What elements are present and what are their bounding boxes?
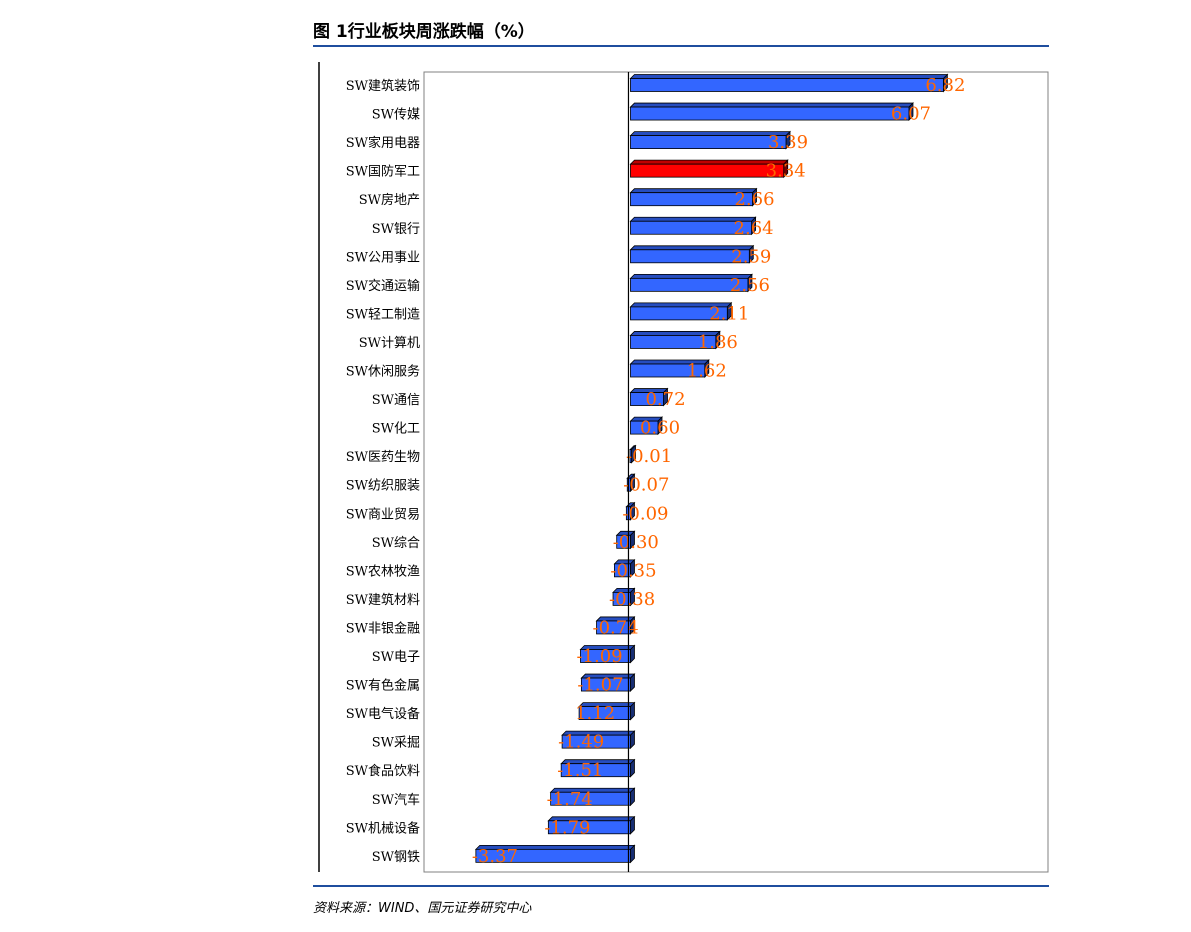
category-label: SW传媒	[372, 108, 420, 123]
bar	[630, 135, 787, 150]
category-label: SW轻工制造	[346, 307, 420, 322]
category-label: SW农林牧渔	[346, 564, 420, 579]
value-label: 6.07	[891, 104, 931, 125]
value-label: 3.34	[766, 161, 806, 182]
bar	[630, 220, 752, 235]
value-label: -0.38	[609, 589, 655, 610]
category-label: SW采掘	[372, 736, 420, 751]
category-label: SW有色金属	[346, 678, 420, 694]
value-label: 2.59	[731, 246, 771, 267]
bar	[596, 620, 631, 635]
category-label: SW商业贸易	[346, 507, 420, 522]
category-label: SW纺织服装	[346, 479, 420, 494]
bar	[630, 306, 728, 321]
category-label: SW电气设备	[346, 706, 420, 722]
category-label: SW银行	[372, 222, 420, 237]
value-label: -0.07	[623, 475, 669, 496]
value-label: 2.66	[734, 189, 774, 210]
top-rule	[313, 45, 1049, 47]
bar	[630, 249, 750, 264]
value-label: -1.74	[547, 789, 593, 810]
category-label: SW机械设备	[346, 820, 420, 836]
bar	[580, 677, 631, 692]
bar-top	[629, 159, 789, 165]
value-label: 2.11	[709, 303, 749, 324]
value-label: 1.86	[698, 332, 738, 353]
bar	[630, 363, 706, 378]
bar-top	[629, 102, 914, 108]
bar	[629, 449, 632, 464]
category-label: SW汽车	[372, 792, 420, 808]
bar	[630, 163, 785, 178]
category-label: SW建筑装饰	[346, 78, 420, 94]
value-label: -0.01	[626, 446, 672, 467]
category-label: SW钢铁	[372, 850, 420, 865]
category-label: SW综合	[372, 536, 420, 551]
plot-frame	[423, 71, 1049, 873]
value-label: -1.79	[544, 817, 590, 838]
value-label: 3.39	[768, 132, 808, 153]
value-label: 1.12	[575, 703, 615, 724]
bar	[561, 734, 631, 749]
value-label: -0.09	[622, 503, 668, 524]
bar	[612, 592, 631, 606]
bar	[630, 106, 910, 121]
bar	[578, 706, 631, 720]
category-label: SW医药生物	[346, 450, 420, 465]
bar	[475, 848, 631, 863]
bar-top	[629, 74, 949, 79]
category-label: SW电子	[372, 650, 420, 665]
bar	[630, 277, 749, 292]
category-label: SW化工	[372, 422, 420, 437]
value-label: 0.72	[645, 389, 685, 410]
value-label: -0.30	[613, 532, 659, 553]
value-label: 2.64	[734, 218, 774, 239]
value-label: -1.07	[577, 675, 623, 696]
bar	[630, 335, 717, 349]
category-label: SW食品饮料	[346, 763, 420, 779]
bar	[547, 820, 631, 835]
category-label: SW房地产	[359, 192, 420, 208]
bar	[630, 192, 753, 207]
category-label: SW非银金融	[346, 620, 420, 636]
category-label: SW休闲服务	[346, 364, 420, 380]
category-label: SW通信	[372, 393, 420, 408]
category-label: SW家用电器	[346, 135, 420, 151]
value-label: 6.82	[925, 75, 965, 96]
bar	[630, 420, 659, 435]
value-label: -1.51	[557, 760, 603, 781]
bar	[630, 78, 944, 92]
value-label: -3.37	[472, 846, 518, 867]
bar-top	[629, 131, 791, 137]
category-label: SW交通运输	[346, 278, 420, 294]
value-label: -0.74	[593, 617, 639, 638]
bar	[550, 791, 631, 806]
category-label: SW计算机	[359, 336, 420, 351]
value-label: 1.62	[687, 361, 727, 382]
category-label: SW公用事业	[346, 250, 420, 265]
bar	[616, 534, 631, 549]
bar	[560, 763, 631, 778]
value-label: 2.56	[730, 275, 770, 296]
value-label: 0.60	[640, 418, 680, 439]
bar	[630, 392, 664, 406]
value-label: -1.09	[576, 646, 622, 667]
figure-title: 图 1行业板块周涨跌幅（%）	[313, 22, 535, 42]
source-note: 资料来源：WIND、国元证券研究中心	[313, 901, 532, 916]
category-label: SW建筑材料	[346, 592, 420, 608]
value-label: -0.35	[610, 560, 656, 581]
bar	[580, 649, 631, 663]
category-label: SW国防军工	[346, 164, 420, 180]
bottom-rule	[313, 885, 1049, 887]
value-label: -1.49	[558, 732, 604, 753]
bar	[614, 563, 631, 578]
